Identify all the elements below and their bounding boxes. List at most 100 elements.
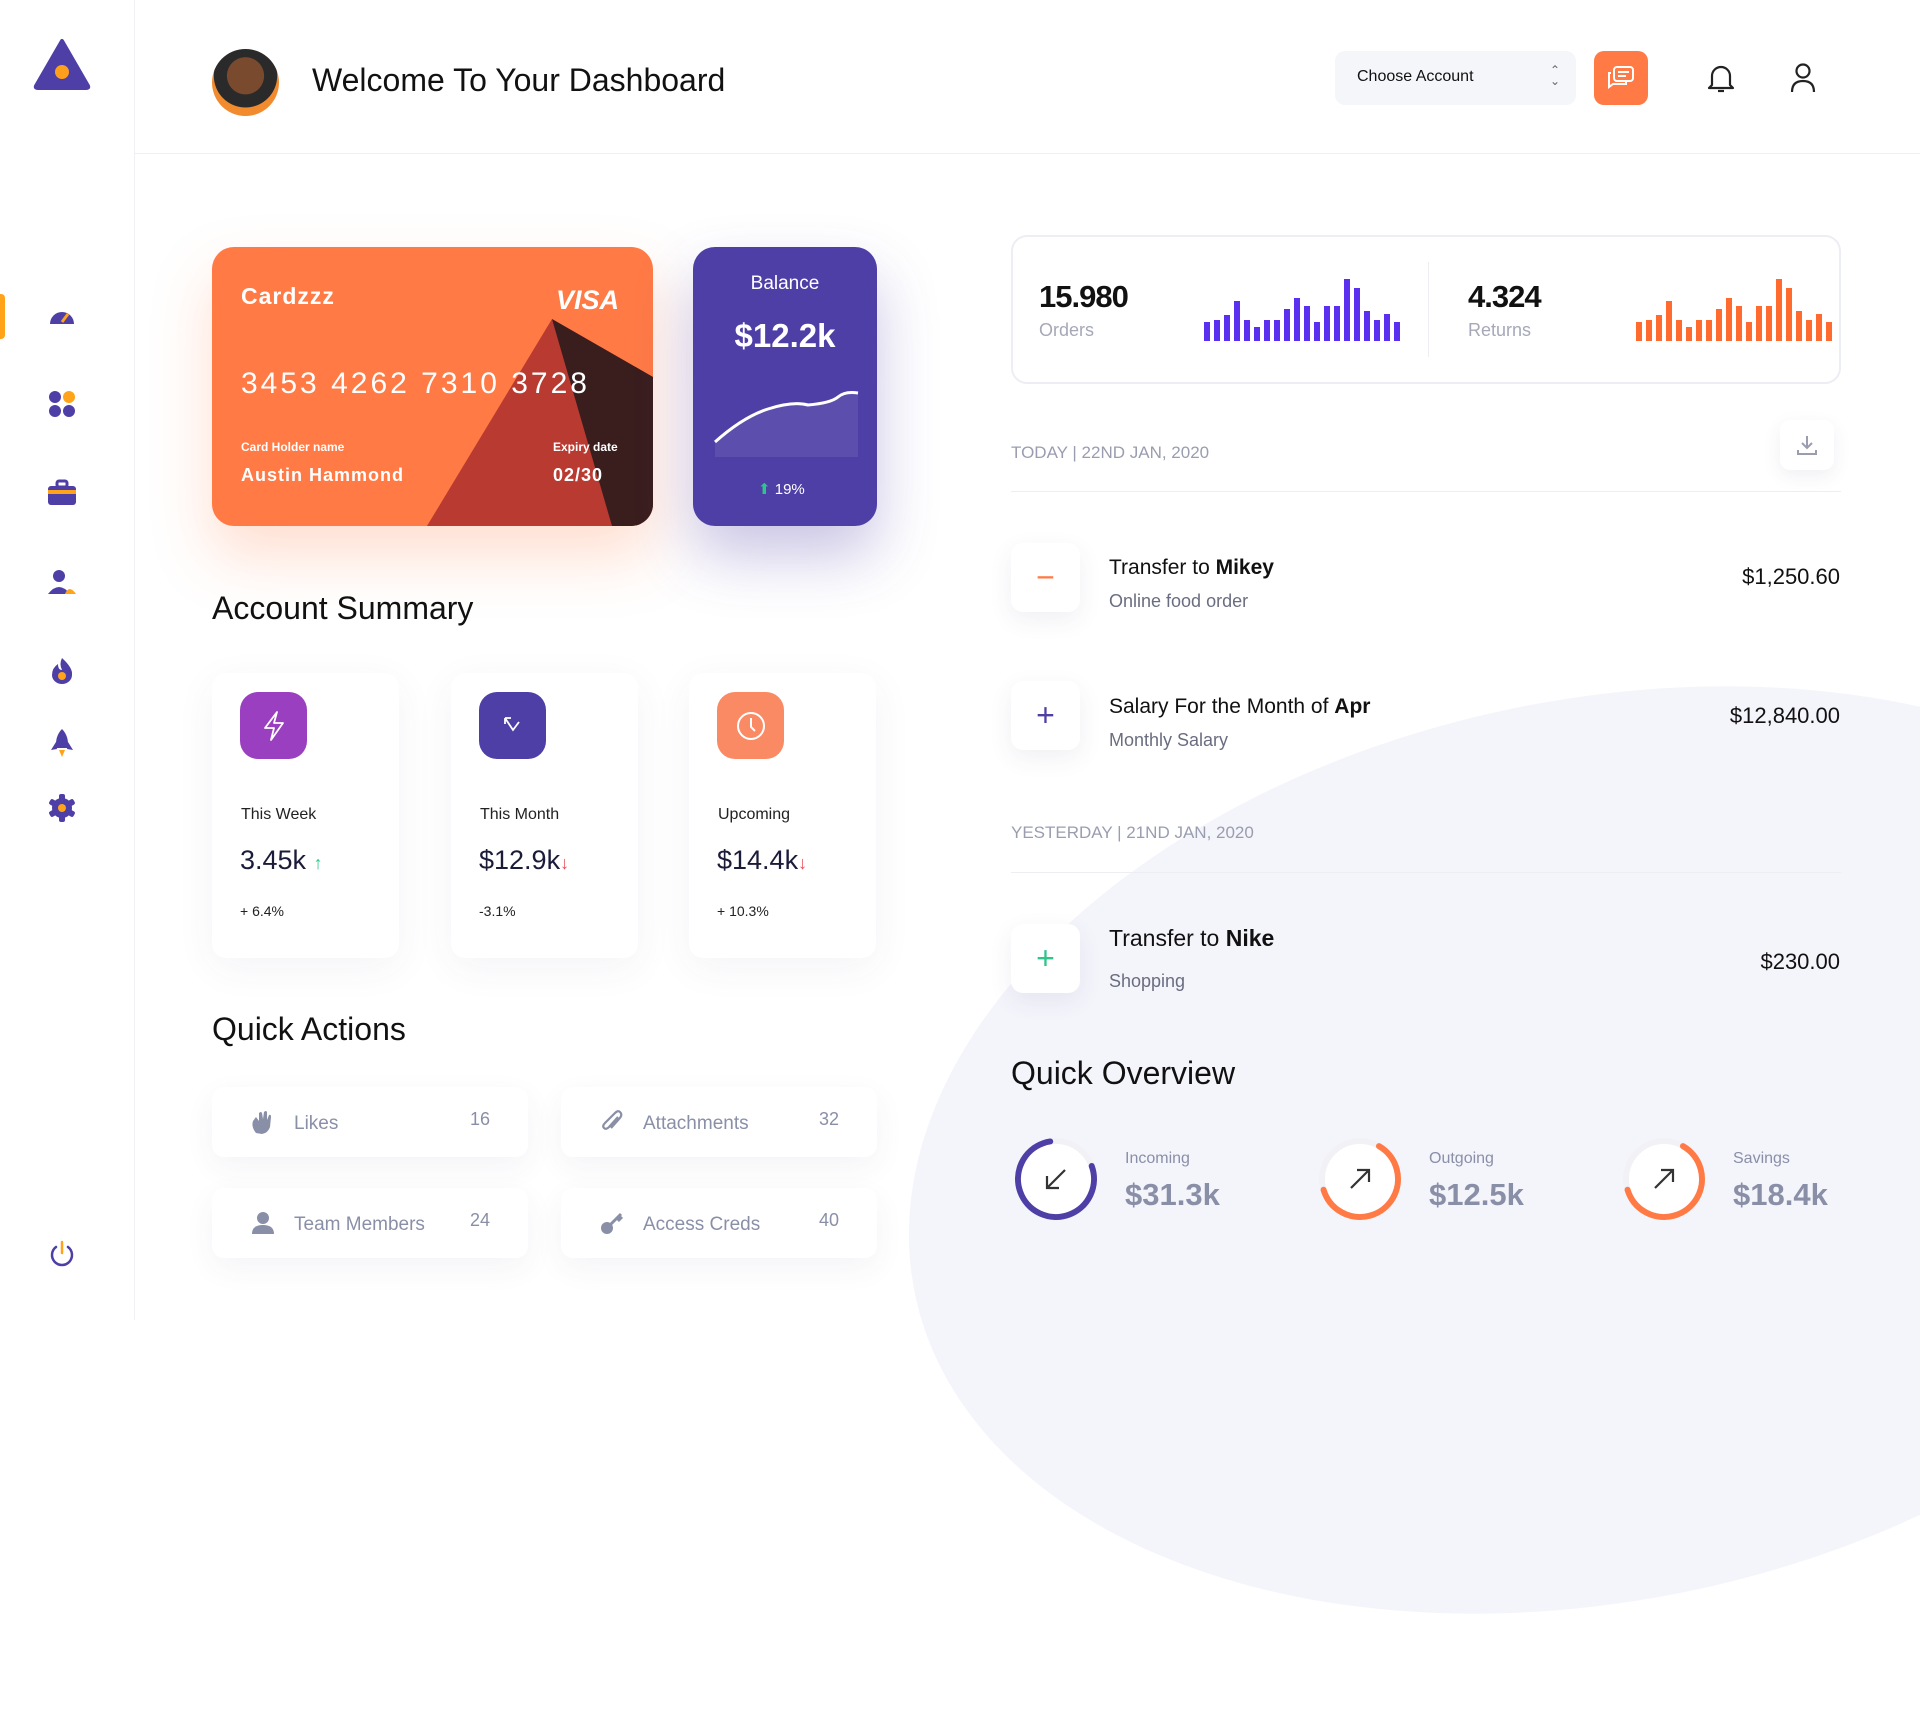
transaction-title[interactable]: Transfer to Mikey [1109,556,1274,580]
transaction-title-text: Transfer to [1109,556,1216,579]
overview-incoming[interactable]: Incoming $31.3k [1011,1134,1220,1229]
transaction-payee: Apr [1334,695,1371,718]
overview-value: $18.4k [1733,1177,1828,1212]
logo-icon [33,39,91,90]
summary-label: Upcoming [718,806,791,823]
header-divider [135,153,1920,154]
notifications-button[interactable] [1706,62,1736,99]
summary-change: -3.1% [479,903,516,919]
summary-value-text: 3.45k [240,845,307,875]
stats-panel: 15.980 Orders 4.324 Returns [1011,235,1841,384]
account-select[interactable]: Choose Account ⌃ ⌄ [1335,51,1576,105]
clock-icon [717,692,784,759]
orders-bar [1244,319,1250,341]
quick-action-label: Access Creds [643,1214,761,1235]
fire-icon [52,658,73,684]
transaction-title[interactable]: Transfer to Nike [1109,925,1274,952]
arrow-up-right-icon [1654,1168,1675,1189]
orders-bar [1314,321,1320,341]
overview-label: Savings [1733,1150,1790,1167]
balance-value: $12.2k [734,317,836,354]
logout-button[interactable] [47,1239,77,1269]
sidebar [0,0,135,1320]
quick-action-label: Likes [294,1113,339,1134]
quick-action-count: 40 [818,1210,839,1230]
quick-action-count: 32 [818,1109,839,1129]
returns-bar [1816,314,1822,341]
balance-change-value: 19% [774,481,805,498]
sidebar-item-portfolio[interactable] [47,478,77,508]
returns-bar [1696,319,1702,341]
arrow-up-left-icon [479,692,546,759]
overview-value: $12.5k [1429,1177,1524,1212]
overview-label: Incoming [1125,1150,1190,1167]
progress-ring [1319,1138,1401,1220]
arrow-down-left-icon [1045,1169,1066,1190]
avatar[interactable] [212,49,279,116]
balance-card[interactable]: Balance $12.2k ⬆ 19% [693,247,877,526]
quick-action-likes[interactable]: Likes 16 [212,1087,528,1157]
orders-bar [1304,305,1310,341]
sidebar-item-launch[interactable] [47,728,77,758]
account-summary-title: Account Summary [212,590,474,626]
returns-bar [1676,319,1682,341]
power-icon [50,1240,74,1267]
sidebar-item-settings[interactable] [47,793,77,823]
transaction-title-text: Transfer to [1109,925,1226,951]
profile-button[interactable] [1789,62,1817,99]
summary-card-this-month[interactable]: This Month $12.9k↓ -3.1% [451,673,638,958]
quick-action-access-creds[interactable]: Access Creds 40 [561,1188,877,1258]
transaction-title-text: Salary For the Month of [1109,695,1335,718]
grid-icon [49,391,75,417]
orders-bar [1324,305,1330,341]
orders-bar [1264,319,1270,341]
plus-icon: + [1011,924,1080,993]
lightning-icon [240,692,307,759]
bell-icon [1707,65,1735,93]
summary-value: $14.4k↓ [717,845,807,876]
trend-down-icon: ↓ [798,853,808,873]
summary-card-upcoming[interactable]: Upcoming $14.4k↓ + 10.3% [689,673,876,958]
returns-label: Returns [1468,320,1532,340]
overview-outgoing[interactable]: Outgoing $12.5k [1315,1134,1524,1229]
rocket-icon [51,729,73,757]
orders-bar [1204,321,1210,341]
card-holder: Austin Hammond [241,465,405,485]
summary-value-text: $14.4k [717,845,799,875]
users-icon [48,570,76,594]
orders-bar [1334,305,1340,341]
card-pattern [427,319,653,526]
card-number: 3453 4262 7310 3728 [241,367,590,400]
summary-value: $12.9k↓ [479,845,569,876]
download-button[interactable] [1780,420,1834,470]
plus-sign: + [1036,697,1055,733]
sidebar-item-trending[interactable] [47,655,77,685]
messages-button[interactable] [1594,51,1648,105]
sidebar-item-users[interactable] [47,567,77,597]
card-holder-label: Card Holder name [241,440,345,454]
returns-bar [1756,305,1762,341]
transaction-subtitle: Monthly Salary [1109,730,1229,750]
plus-sign: + [1036,940,1055,976]
visa-logo: VISA [556,285,620,315]
transaction-title[interactable]: Salary For the Month of Apr [1109,695,1370,719]
overview-savings[interactable]: Savings $18.4k [1619,1134,1828,1229]
divider [1011,872,1841,873]
orders-bar [1384,314,1390,341]
balance-sparkline [714,391,859,457]
orders-value: 15.980 [1039,279,1129,314]
returns-bar [1776,279,1782,341]
summary-change: + 6.4% [240,903,284,919]
quick-action-attachments[interactable]: Attachments 32 [561,1087,877,1157]
transaction-subtitle: Shopping [1109,971,1186,991]
chat-icon [1608,66,1634,89]
credit-card[interactable]: Cardzzz VISA 3453 4262 7310 3728 Card Ho… [212,247,653,526]
sidebar-item-dashboard[interactable] [47,301,77,331]
summary-label: This Month [480,806,560,823]
orders-bar [1254,327,1260,341]
summary-card-this-week[interactable]: This Week 3.45k ↑ + 6.4% [212,673,399,958]
trend-down-icon: ↓ [560,853,570,873]
quick-action-team-members[interactable]: Team Members 24 [212,1188,528,1258]
sidebar-item-apps[interactable] [47,389,77,419]
quick-actions-title: Quick Actions [212,1011,406,1047]
